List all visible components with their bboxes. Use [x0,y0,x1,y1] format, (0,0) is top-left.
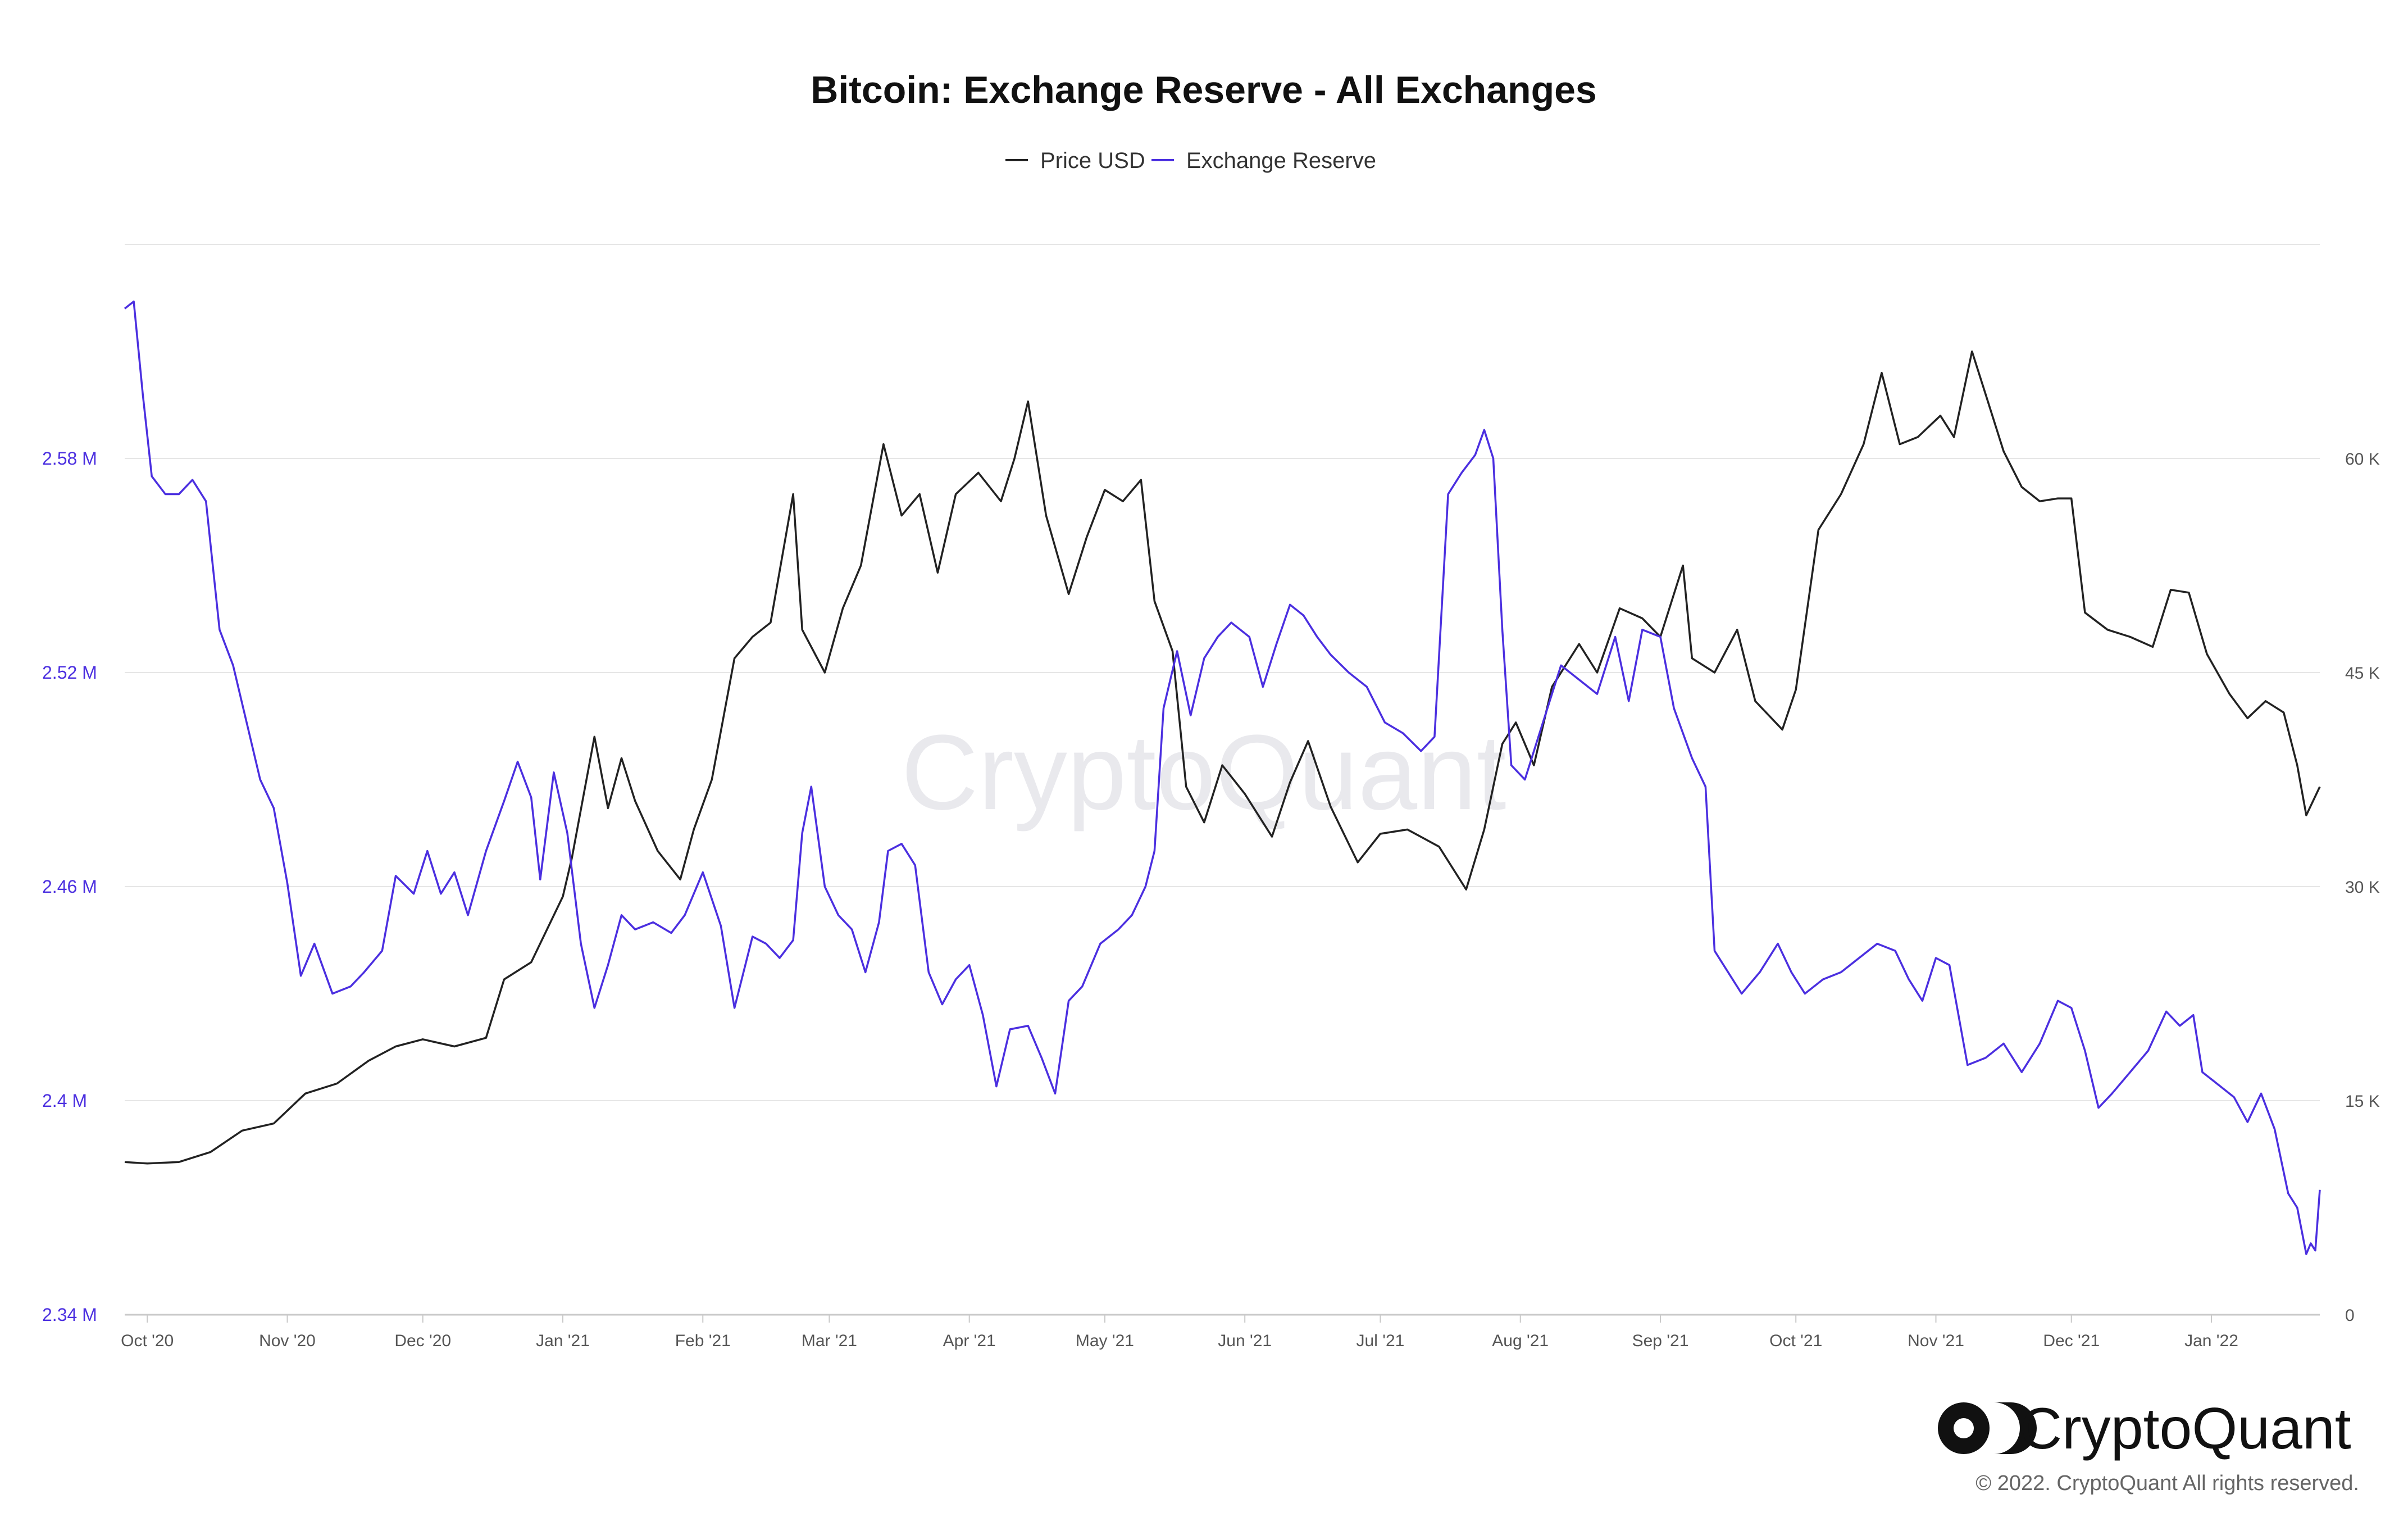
x-tick-label: Dec '21 [2043,1332,2100,1350]
x-tick-label: Jan '21 [536,1332,590,1350]
grid-lines [125,244,2320,1316]
x-tick-label: Dec '20 [394,1332,451,1350]
legend[interactable]: Price USD Exchange Reserve [1005,148,1376,173]
x-tick-label: Jun '21 [1218,1332,1272,1350]
x-tick-label: Apr '21 [943,1332,996,1350]
y-left-tick-label: 2.46 M [42,876,97,897]
legend-item-exchange-reserve[interactable]: Exchange Reserve [1151,148,1376,173]
series-lines[interactable] [124,300,2321,1255]
x-tick-label: May '21 [1076,1332,1134,1350]
legend-label: Exchange Reserve [1186,148,1376,173]
y-right-tick-label: 60 K [2345,450,2380,469]
legend-item-price-usd[interactable]: Price USD [1005,148,1145,173]
x-axis: Oct '20 Nov '20 Dec '20 Jan '21 Feb '21 Mar '… [121,1315,2238,1350]
legend-label: Price USD [1040,148,1145,173]
x-tick-label: Feb '21 [675,1332,731,1350]
y-right-tick-label: 15 K [2345,1092,2380,1111]
copyright: © 2022. CryptoQuant All rights reserved. [1975,1471,2359,1495]
y-right-tick-label: 30 K [2345,878,2380,897]
brand-logo: CryptoQuant [1938,1396,2351,1461]
x-tick-label: Mar '21 [802,1332,857,1350]
x-tick-label: Oct '21 [1769,1332,1822,1350]
chart-title: Bitcoin: Exchange Reserve - All Exchange… [811,69,1597,111]
x-tick-label: Nov '21 [1908,1332,1964,1350]
x-tick-label: Jan '22 [2184,1332,2238,1350]
x-tick-label: Jul '21 [1357,1332,1405,1350]
x-tick-label: Nov '20 [259,1332,316,1350]
y-left-tick-label: 2.4 M [42,1091,87,1111]
cryptoquant-logo-icon [1938,1402,2037,1454]
y-left-tick-label: 2.52 M [42,662,97,683]
y-axis-right: 0 15 K 30 K 45 K 60 K [2345,450,2380,1325]
series-line-price-usd[interactable] [124,350,2321,1165]
y-left-tick-label: 2.58 M [42,448,97,469]
y-right-tick-label: 0 [2345,1306,2355,1325]
y-axis-left: 2.34 M 2.4 M 2.46 M 2.52 M 2.58 M [42,448,97,1325]
x-tick-label: Oct '20 [121,1332,174,1350]
brand-name: CryptoQuant [2020,1396,2351,1461]
y-left-tick-label: 2.34 M [42,1305,97,1325]
series-line-exchange-reserve[interactable] [124,300,2321,1255]
x-tick-label: Sep '21 [1632,1332,1689,1350]
x-tick-label: Aug '21 [1492,1332,1549,1350]
y-right-tick-label: 45 K [2345,664,2380,683]
watermark: CryptoQuant [901,713,1506,832]
